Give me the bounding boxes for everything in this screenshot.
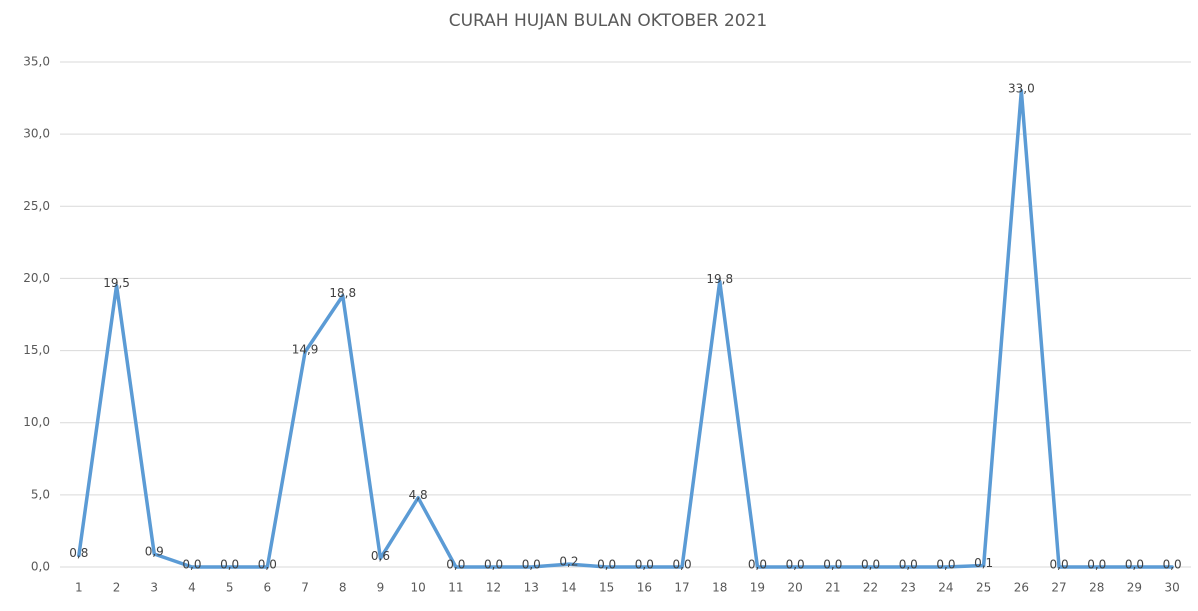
x-tick-label: 12 xyxy=(486,581,501,595)
data-label: 0,0 xyxy=(899,558,918,572)
x-tick-label: 4 xyxy=(188,581,196,595)
data-label: 0,0 xyxy=(823,558,842,572)
y-tick-label: 20,0 xyxy=(23,271,50,285)
x-tick-label: 15 xyxy=(599,581,614,595)
data-label: 0,0 xyxy=(748,558,767,572)
x-tick-label: 30 xyxy=(1165,581,1180,595)
y-tick-label: 30,0 xyxy=(23,127,50,141)
x-tick-label: 11 xyxy=(448,581,463,595)
y-tick-label: 0,0 xyxy=(31,560,50,574)
data-label: 0,0 xyxy=(1050,558,1069,572)
data-label: 0,0 xyxy=(597,558,616,572)
data-label: 0,0 xyxy=(522,558,541,572)
x-tick-label: 27 xyxy=(1051,581,1066,595)
data-label: 0,0 xyxy=(484,558,503,572)
x-tick-label: 22 xyxy=(863,581,878,595)
x-tick-label: 29 xyxy=(1127,581,1142,595)
data-label: 0,0 xyxy=(936,558,955,572)
x-tick-label: 28 xyxy=(1089,581,1104,595)
data-label: 18,8 xyxy=(329,286,356,300)
data-label: 19,5 xyxy=(103,276,130,290)
x-tick-label: 20 xyxy=(788,581,803,595)
x-tick-label: 16 xyxy=(637,581,652,595)
data-label: 0,8 xyxy=(69,546,88,560)
data-label: 0,0 xyxy=(1087,558,1106,572)
data-label: 0,0 xyxy=(635,558,654,572)
x-tick-label: 3 xyxy=(150,581,158,595)
y-tick-label: 5,0 xyxy=(31,487,50,501)
y-tick-label: 25,0 xyxy=(23,199,50,213)
data-label: 0,9 xyxy=(145,545,164,559)
data-label: 0,0 xyxy=(1163,558,1182,572)
data-label: 0,0 xyxy=(786,558,805,572)
x-tick-label: 5 xyxy=(226,581,234,595)
y-tick-label: 15,0 xyxy=(23,343,50,357)
data-label: 0,0 xyxy=(220,558,239,572)
x-tick-label: 17 xyxy=(674,581,689,595)
data-label: 0,0 xyxy=(446,558,465,572)
data-label: 0,0 xyxy=(673,558,692,572)
x-tick-label: 7 xyxy=(301,581,309,595)
data-label: 33,0 xyxy=(1008,81,1035,95)
x-tick-label: 13 xyxy=(524,581,539,595)
data-label: 0,6 xyxy=(371,549,390,563)
data-label: 14,9 xyxy=(292,343,319,357)
line xyxy=(77,89,1174,569)
x-tick-label: 26 xyxy=(1014,581,1029,595)
data-label: 0,0 xyxy=(1125,558,1144,572)
data-label: 19,8 xyxy=(706,272,733,286)
x-tick-label: 21 xyxy=(825,581,840,595)
x-tick-label: 14 xyxy=(561,581,576,595)
data-label: 0,0 xyxy=(182,558,201,572)
data-label: 0,1 xyxy=(974,556,993,570)
data-label: 0,0 xyxy=(258,558,277,572)
data-label: 0,0 xyxy=(861,558,880,572)
x-tick-label: 25 xyxy=(976,581,991,595)
x-tick-label: 6 xyxy=(264,581,272,595)
x-tick-label: 23 xyxy=(901,581,916,595)
x-tick-label: 19 xyxy=(750,581,765,595)
x-tick-label: 8 xyxy=(339,581,347,595)
data-label: 4,8 xyxy=(409,488,428,502)
x-tick-label: 10 xyxy=(411,581,426,595)
y-tick-label: 10,0 xyxy=(23,415,50,429)
x-tick-label: 24 xyxy=(938,581,953,595)
data-label: 0,2 xyxy=(559,555,578,569)
x-tick-label: 18 xyxy=(712,581,727,595)
x-tick-label: 2 xyxy=(113,581,121,595)
chart-title: CURAH HUJAN BULAN OKTOBER 2021 xyxy=(449,11,768,31)
y-tick-label: 35,0 xyxy=(23,55,50,69)
x-tick-label: 1 xyxy=(75,581,83,595)
x-tick-label: 9 xyxy=(377,581,385,595)
